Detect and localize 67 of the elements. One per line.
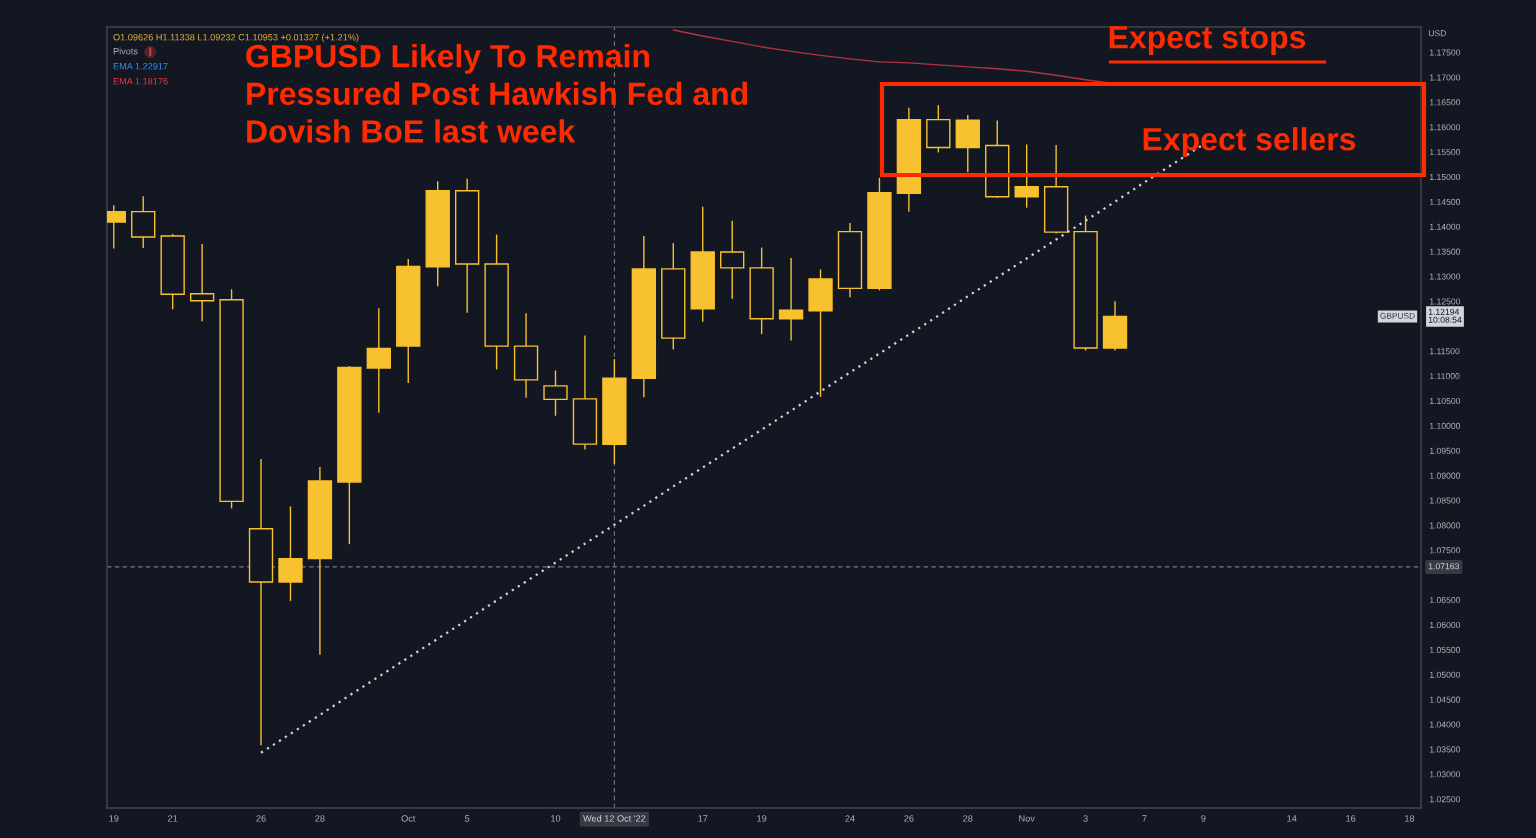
y-axis-title: USD xyxy=(1428,30,1446,37)
candlestick xyxy=(543,369,568,417)
x-tick-label: 5 xyxy=(464,815,470,822)
x-tick-label: 21 xyxy=(168,815,178,822)
y-tick-label: 1.15500 xyxy=(1429,149,1461,156)
annotation: EMA 1.22917 xyxy=(113,62,168,70)
x-tick-label: 28 xyxy=(315,815,325,822)
x-tick-label: 17 xyxy=(698,815,708,822)
x-tick-label: 24 xyxy=(845,815,855,822)
y-tick-label: 1.17000 xyxy=(1429,74,1461,81)
candlestick xyxy=(366,307,391,414)
annotation: GBPUSD xyxy=(1380,312,1415,319)
x-tick-label: 19 xyxy=(757,815,767,822)
y-tick-label: 1.10500 xyxy=(1429,397,1461,405)
y-tick-label: 1.14500 xyxy=(1429,198,1461,205)
y-tick-label: 1.07500 xyxy=(1429,547,1461,554)
candlestick xyxy=(189,243,215,322)
x-tick-label: 26 xyxy=(904,815,914,822)
x-tick-label: 7 xyxy=(1142,815,1147,822)
y-tick-label: 1.10000 xyxy=(1429,422,1461,429)
x-tick-label: Wed 12 Oct '22 xyxy=(583,814,646,822)
annotation: Expect stops xyxy=(1109,26,1306,55)
y-tick-label: 1.16500 xyxy=(1429,99,1461,106)
x-tick-label: 26 xyxy=(256,815,266,822)
y-tick-label: 1.02500 xyxy=(1429,796,1461,803)
y-tick-label: 1.14000 xyxy=(1429,223,1461,230)
candlestick xyxy=(278,505,303,602)
y-tick-label: 1.04000 xyxy=(1429,721,1461,728)
y-tick-label: 1.06500 xyxy=(1429,597,1461,604)
x-tick-label: 28 xyxy=(963,815,973,822)
y-tick-label: 1.15000 xyxy=(1429,173,1461,181)
y-tick-label: 1.03500 xyxy=(1429,746,1461,753)
candlestick xyxy=(778,257,804,342)
text: 1.12194 10:08:54 xyxy=(1428,308,1462,323)
x-tick-label: 10 xyxy=(551,815,561,822)
y-tick-label: 1.16000 xyxy=(1429,124,1461,131)
annotation: Pivots xyxy=(113,47,138,55)
annotation: EMA 1.18176 xyxy=(113,77,168,85)
y-tick-label: 1.06000 xyxy=(1429,621,1461,629)
y-tick-label: 1.03000 xyxy=(1429,771,1461,778)
text: GBPUSD Likely To Remain Pressured Post Hawkish Fed and Dovish BoE last week xyxy=(246,44,748,143)
y-tick-label: 1.17500 xyxy=(1429,49,1461,56)
y-tick-label: 1.05000 xyxy=(1429,671,1461,678)
y-tick-label: 1.13000 xyxy=(1429,273,1461,280)
ref-line-label: 1.07163 xyxy=(1428,563,1459,570)
x-tick-label: 3 xyxy=(1083,815,1088,822)
y-tick-label: 1.08000 xyxy=(1429,522,1461,529)
x-tick-label: 18 xyxy=(1405,815,1415,822)
y-tick-label: 1.13500 xyxy=(1429,248,1461,255)
x-tick-label: 16 xyxy=(1346,815,1356,822)
x-tick-label: Nov xyxy=(1019,815,1035,822)
y-tick-label: 1.09000 xyxy=(1429,472,1461,479)
y-tick-label: 1.11000 xyxy=(1429,373,1460,380)
annotation: Expect sellers xyxy=(1143,127,1356,157)
y-tick-label: 1.12500 xyxy=(1429,298,1461,305)
y-tick-label: 1.11500 xyxy=(1429,348,1460,355)
y-tick-label: 1.05500 xyxy=(1429,646,1461,653)
candlestick xyxy=(1014,143,1039,209)
y-tick-label: 1.09500 xyxy=(1429,447,1461,454)
x-tick-label: 14 xyxy=(1287,815,1297,822)
annotation: O1.09626 H1.11338 L1.09232 C1.10953 +0.01327 (+1.21%) xyxy=(113,33,359,43)
candlestick xyxy=(720,219,745,300)
y-tick-label: 1.08500 xyxy=(1429,497,1461,504)
x-tick-label: 19 xyxy=(109,815,119,822)
x-tick-label: 9 xyxy=(1201,815,1206,822)
y-tick-label: 1.04500 xyxy=(1429,696,1461,703)
x-tick-label: Oct xyxy=(401,815,416,822)
